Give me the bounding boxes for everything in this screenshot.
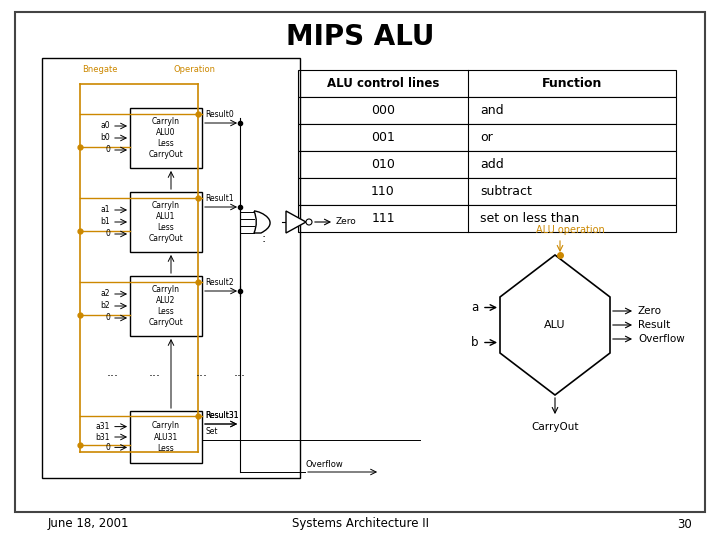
Text: Bnegate: Bnegate bbox=[82, 65, 117, 74]
Text: ALU control lines: ALU control lines bbox=[327, 77, 439, 90]
Text: Result1: Result1 bbox=[205, 194, 233, 203]
Bar bbox=[298, 97, 676, 124]
Bar bbox=[130, 108, 202, 168]
Text: ...: ... bbox=[196, 366, 208, 379]
Text: and: and bbox=[480, 104, 503, 117]
Text: a0: a0 bbox=[100, 122, 110, 131]
Text: Operation: Operation bbox=[173, 65, 215, 74]
Bar bbox=[42, 58, 300, 478]
Bar bbox=[298, 178, 676, 205]
Text: ...: ... bbox=[149, 366, 161, 379]
Text: Result31: Result31 bbox=[205, 411, 238, 420]
Text: ...: ... bbox=[107, 366, 119, 379]
Bar bbox=[130, 192, 202, 252]
Text: ALU: ALU bbox=[544, 320, 566, 330]
Text: MIPS ALU: MIPS ALU bbox=[286, 23, 434, 51]
PathPatch shape bbox=[254, 211, 270, 233]
Polygon shape bbox=[286, 211, 306, 233]
Text: Overflow: Overflow bbox=[638, 334, 685, 344]
Text: 110: 110 bbox=[371, 185, 395, 198]
Text: Zero: Zero bbox=[336, 218, 356, 226]
Text: set on less than: set on less than bbox=[480, 212, 580, 225]
Text: CarryOut: CarryOut bbox=[531, 422, 579, 432]
Text: 0: 0 bbox=[105, 443, 110, 452]
Bar bbox=[298, 70, 676, 97]
Text: or: or bbox=[480, 131, 492, 144]
Text: b: b bbox=[470, 336, 478, 349]
Text: CarryIn
ALU1
Less
CarryOut: CarryIn ALU1 Less CarryOut bbox=[148, 201, 184, 243]
Text: CarryIn
ALU0
Less
CarryOut: CarryIn ALU0 Less CarryOut bbox=[148, 117, 184, 159]
Bar bbox=[298, 151, 676, 178]
Text: ALU operation: ALU operation bbox=[536, 225, 604, 235]
Text: a: a bbox=[471, 301, 478, 314]
Text: CarryIn
ALU2
Less
CarryOut: CarryIn ALU2 Less CarryOut bbox=[148, 285, 184, 327]
Text: b1: b1 bbox=[100, 218, 110, 226]
Text: Function: Function bbox=[542, 77, 602, 90]
Text: 0: 0 bbox=[105, 145, 110, 154]
Polygon shape bbox=[500, 255, 610, 395]
Text: 111: 111 bbox=[372, 212, 395, 225]
Text: Result: Result bbox=[638, 320, 670, 330]
Circle shape bbox=[306, 219, 312, 225]
Text: ...: ... bbox=[234, 366, 246, 379]
Text: a2: a2 bbox=[101, 289, 110, 299]
Text: :: : bbox=[262, 233, 266, 246]
Text: Result2: Result2 bbox=[205, 278, 233, 287]
Text: Result0: Result0 bbox=[205, 110, 234, 119]
Text: Systems Architecture II: Systems Architecture II bbox=[292, 517, 428, 530]
Bar bbox=[130, 411, 202, 463]
Text: 000: 000 bbox=[371, 104, 395, 117]
Text: 30: 30 bbox=[678, 517, 692, 530]
Text: 001: 001 bbox=[371, 131, 395, 144]
Text: 0: 0 bbox=[105, 314, 110, 322]
Text: b0: b0 bbox=[100, 133, 110, 143]
Text: b2: b2 bbox=[100, 301, 110, 310]
Text: Zero: Zero bbox=[638, 306, 662, 316]
Text: Set: Set bbox=[205, 427, 217, 436]
Text: subtract: subtract bbox=[480, 185, 532, 198]
Text: a1: a1 bbox=[101, 206, 110, 214]
Text: CarryIn
ALU31
Less: CarryIn ALU31 Less bbox=[152, 421, 180, 453]
Text: 010: 010 bbox=[371, 158, 395, 171]
Bar bbox=[298, 205, 676, 232]
Text: add: add bbox=[480, 158, 504, 171]
Text: b31: b31 bbox=[96, 433, 110, 442]
Text: a31: a31 bbox=[96, 422, 110, 431]
Bar bbox=[298, 124, 676, 151]
Text: Overflow: Overflow bbox=[305, 460, 343, 469]
Bar bbox=[130, 276, 202, 336]
Text: June 18, 2001: June 18, 2001 bbox=[48, 517, 130, 530]
Text: 0: 0 bbox=[105, 230, 110, 239]
Text: Result31: Result31 bbox=[205, 411, 238, 420]
